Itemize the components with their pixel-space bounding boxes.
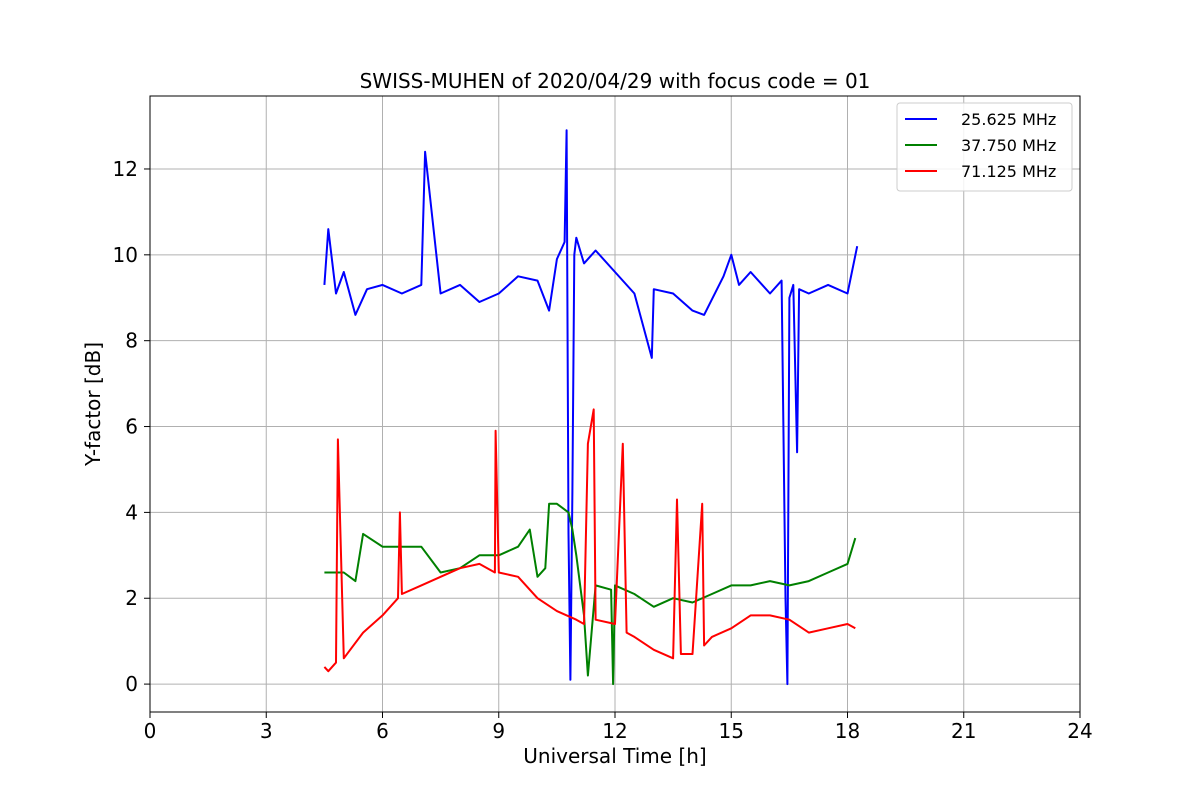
legend-box (896, 102, 1073, 192)
series-layer (323, 129, 859, 686)
series-line-3 (323, 408, 856, 673)
series-line-2 (324, 502, 857, 686)
legend-entry-label: 37.750 MHz (961, 136, 1056, 155)
x-tick-label: 3 (260, 719, 273, 743)
y-tick-label: 0 (125, 672, 138, 696)
y-tick-label: 10 (113, 243, 138, 267)
chart-title: SWISS-MUHEN of 2020/04/29 with focus cod… (360, 69, 871, 93)
y-tick-label: 8 (125, 329, 138, 353)
x-tick-label: 12 (602, 719, 627, 743)
x-tick-label: 15 (719, 719, 744, 743)
x-tick-label: 0 (144, 719, 157, 743)
legend: 25.625 MHz 37.750 MHz 71.125 MHz (896, 102, 1073, 192)
y-tick-label: 4 (125, 500, 138, 524)
x-tick-label: 9 (492, 719, 505, 743)
y-axis-label: Y-factor [dB] (81, 342, 105, 467)
x-axis: 0 3 6 9 12 15 18 21 24 (144, 712, 1093, 743)
y-tick-label: 6 (125, 415, 138, 439)
y-tick-label: 2 (125, 586, 138, 610)
x-tick-label: 6 (376, 719, 389, 743)
x-tick-label: 18 (835, 719, 860, 743)
series-line-1 (323, 129, 859, 686)
y-axis: 0 2 4 6 8 10 12 (113, 157, 150, 696)
legend-entry-label: 71.125 MHz (961, 162, 1056, 181)
x-tick-label: 24 (1067, 719, 1092, 743)
x-tick-label: 21 (951, 719, 976, 743)
legend-entry-label: 25.625 MHz (961, 110, 1056, 129)
y-tick-label: 12 (113, 157, 138, 181)
x-axis-label: Universal Time [h] (523, 744, 706, 768)
